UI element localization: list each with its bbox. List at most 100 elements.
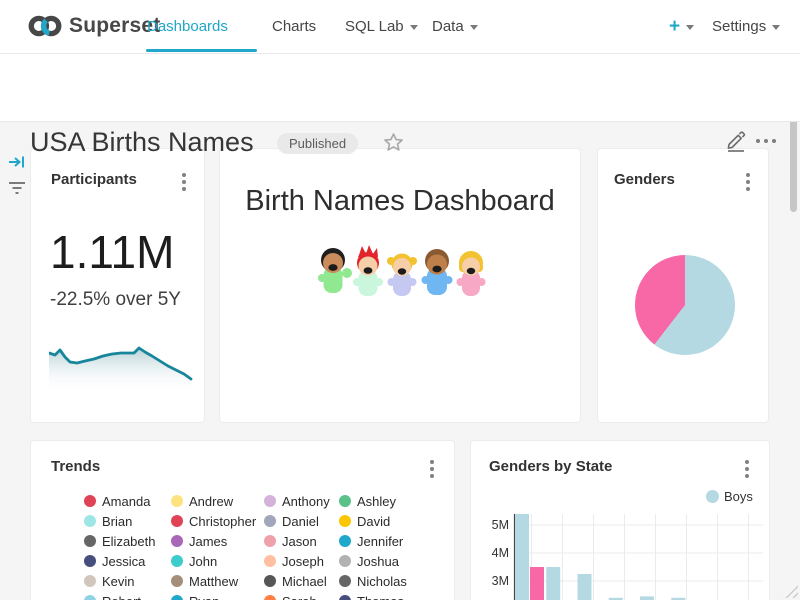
legend-item[interactable]: Ryan bbox=[171, 591, 264, 600]
legend-item[interactable]: Ashley bbox=[339, 491, 429, 511]
published-badge[interactable]: Published bbox=[277, 133, 359, 154]
legend-dot bbox=[264, 595, 276, 600]
y-tick: 5M bbox=[492, 518, 509, 532]
pencil-icon bbox=[727, 131, 746, 152]
legend-label: Andrew bbox=[189, 493, 234, 509]
active-tab-indicator bbox=[146, 49, 257, 52]
legend-item[interactable]: Elizabeth bbox=[84, 531, 171, 551]
legend-label: Christopher bbox=[189, 513, 257, 529]
expand-filter-bar-button[interactable] bbox=[8, 153, 26, 176]
big-number-subheader: -22.5% over 5Y bbox=[50, 289, 181, 310]
legend-dot bbox=[171, 495, 183, 507]
legend-item[interactable]: Joshua bbox=[339, 551, 429, 571]
legend-dot bbox=[339, 495, 351, 507]
legend-item[interactable]: Kevin bbox=[84, 571, 171, 591]
nav-dashboards[interactable]: Dashboards bbox=[147, 17, 228, 35]
superset-logo-icon bbox=[26, 12, 64, 45]
legend-label: Sarah bbox=[282, 594, 317, 600]
genders-by-state-card: Genders by State Boys 5M 4M 3M bbox=[470, 440, 770, 600]
legend-dot bbox=[339, 535, 351, 547]
legend-dot bbox=[264, 495, 276, 507]
nav-charts[interactable]: Charts bbox=[272, 17, 317, 35]
page-title: USA Births Names bbox=[30, 127, 254, 157]
bar-girls[interactable] bbox=[530, 567, 544, 600]
resize-handle[interactable] bbox=[780, 582, 798, 598]
legend-label: Joseph bbox=[282, 553, 324, 569]
nav-data[interactable]: Data bbox=[432, 0, 478, 52]
legend-dot bbox=[84, 535, 96, 547]
legend-item[interactable]: Brian bbox=[84, 511, 171, 531]
chart-options-menu[interactable] bbox=[744, 171, 752, 193]
legend-label: James bbox=[189, 533, 228, 549]
big-number-value: 1.11M bbox=[50, 226, 175, 278]
legend-item[interactable]: Jason bbox=[264, 531, 339, 551]
legend-dot bbox=[339, 515, 351, 527]
navbar: Superset Dashboards Charts SQL Lab Data … bbox=[0, 0, 800, 54]
y-tick: 3M bbox=[492, 574, 509, 588]
chart-title: Genders bbox=[614, 171, 675, 188]
legend-label: Elizabeth bbox=[102, 533, 156, 549]
legend-dot bbox=[84, 515, 96, 527]
bar-boys[interactable] bbox=[640, 596, 654, 600]
participants-sparkline bbox=[49, 346, 193, 393]
filter-list-button[interactable] bbox=[8, 180, 26, 201]
legend-dot bbox=[84, 575, 96, 587]
bar-boys[interactable] bbox=[546, 567, 561, 600]
legend-label: Ashley bbox=[357, 493, 397, 509]
chart-options-menu[interactable] bbox=[428, 458, 436, 480]
legend-item[interactable]: John bbox=[171, 551, 264, 571]
chart-options-menu[interactable] bbox=[743, 458, 751, 480]
legend-item[interactable]: Sarah bbox=[264, 591, 339, 600]
legend-item[interactable]: Jessica bbox=[84, 551, 171, 571]
edit-dashboard-button[interactable] bbox=[724, 129, 748, 158]
plus-icon: + bbox=[669, 15, 681, 37]
chart-title: Participants bbox=[51, 171, 137, 188]
new-item-button[interactable]: + bbox=[669, 0, 695, 52]
legend-item[interactable]: Thomas bbox=[339, 591, 429, 600]
settings-menu[interactable]: Settings bbox=[712, 0, 781, 52]
legend-label: Robert bbox=[102, 594, 141, 600]
legend-item[interactable]: Joseph bbox=[264, 551, 339, 571]
legend-item-boys[interactable]: Boys bbox=[706, 489, 753, 504]
legend-item[interactable]: Jennifer bbox=[339, 531, 429, 551]
legend-dot bbox=[264, 535, 276, 547]
legend-item[interactable]: Nicholas bbox=[339, 571, 429, 591]
legend-label: Matthew bbox=[189, 573, 239, 589]
genders-pie-chart[interactable] bbox=[635, 255, 735, 355]
legend-label: Jason bbox=[282, 533, 317, 549]
legend-label: Ryan bbox=[189, 594, 219, 600]
favorite-button[interactable] bbox=[382, 131, 405, 159]
legend-item[interactable]: James bbox=[171, 531, 264, 551]
filter-icon bbox=[9, 182, 25, 194]
legend-item[interactable]: Christopher bbox=[171, 511, 264, 531]
bar-boys[interactable] bbox=[671, 597, 686, 600]
legend-dot bbox=[84, 495, 96, 507]
legend-item[interactable]: Anthony bbox=[264, 491, 339, 511]
legend-item[interactable]: Matthew bbox=[171, 571, 264, 591]
legend-item[interactable]: Andrew bbox=[171, 491, 264, 511]
legend-item[interactable]: Michael bbox=[264, 571, 339, 591]
legend-dot bbox=[84, 555, 96, 567]
legend-dot bbox=[264, 515, 276, 527]
bar-boys[interactable] bbox=[608, 597, 623, 600]
participants-card: Participants 1.11M -22.5% over 5Y bbox=[30, 148, 205, 423]
legend-item[interactable]: Robert bbox=[84, 591, 171, 600]
nav-sql-lab[interactable]: SQL Lab bbox=[345, 0, 418, 52]
legend-label: Jennifer bbox=[357, 533, 404, 549]
legend-item[interactable]: Amanda bbox=[84, 491, 171, 511]
legend-item[interactable]: Daniel bbox=[264, 511, 339, 531]
legend-dot bbox=[339, 555, 351, 567]
legend-label: Nicholas bbox=[357, 573, 407, 589]
legend-item[interactable]: David bbox=[339, 511, 429, 531]
bar-boys[interactable] bbox=[515, 514, 529, 600]
legend-label: Amanda bbox=[102, 493, 151, 509]
legend-label: Anthony bbox=[282, 493, 330, 509]
brand-name: Superset bbox=[69, 14, 161, 37]
more-actions-menu[interactable] bbox=[756, 139, 776, 143]
legend-dot bbox=[171, 575, 183, 587]
markdown-card: Birth Names Dashboard bbox=[219, 148, 581, 423]
legend-label: Joshua bbox=[357, 553, 399, 569]
bar-boys[interactable] bbox=[577, 574, 592, 600]
chart-options-menu[interactable] bbox=[180, 171, 188, 193]
legend-label: Thomas bbox=[357, 594, 404, 600]
